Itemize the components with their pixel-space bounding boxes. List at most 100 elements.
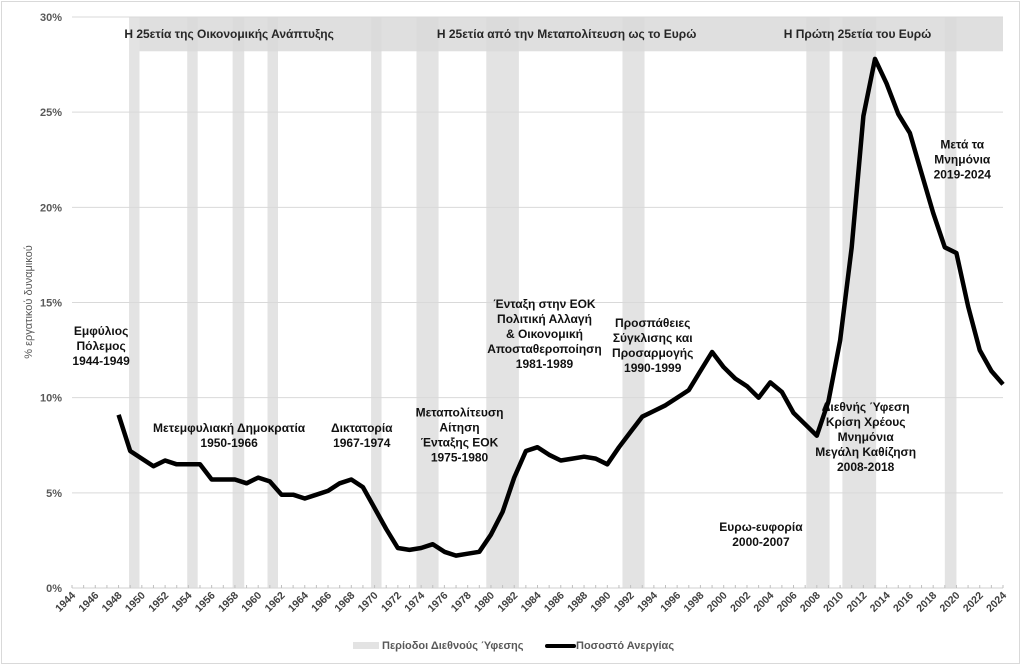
y-tick-label: 10% [40,393,62,405]
legend-swatch-recession [353,642,379,649]
annotation-label: Ένταξη στην ΕΟΚ Πολιτική Αλλαγή & Οικονομι… [487,297,601,371]
annotation-line: 2008-2018 [837,460,895,474]
legend-label-recession: Περίοδοι Διεθνούς Ύφεσης [382,640,524,652]
x-tick-label: 1964 [286,590,311,615]
annotation-line: Ένταξη στην ΕΟΚ [493,297,596,311]
annotation-line: Μεγάλη Καθίζηση [815,445,916,459]
annotation-line: Αίτηση [439,421,479,435]
x-tick-label: 2012 [844,590,869,615]
x-tick-label: 1948 [100,590,125,615]
y-axis-ticks: 0% 5% 10% 15% 20% 25% 30% [40,12,62,595]
annotation-line: 1990-1999 [624,361,682,375]
era-label: Η 25ετία από την Μεταπολίτευση ως το Ευρ… [437,27,697,41]
annotation-line: Προσπάθειες [615,316,690,330]
x-tick-label: 2002 [728,590,753,615]
era-label: Η 25ετία της Οικονομικής Ανάπτυξης [124,27,334,41]
series-lines [116,56,1005,558]
annotation-line: & Οικονομική [506,327,583,341]
x-tick-label: 1986 [542,590,567,615]
annotation-line: Ευρω-ευφορία [719,520,803,534]
annotation-line: Σύγκλισης και [613,331,693,345]
annotation-label: Μετεμφυλιακή Δημοκρατία 1950-1966 [153,421,306,450]
x-tick-label: 1972 [379,590,404,615]
x-tick-label: 1994 [635,590,660,615]
x-tick-label: 2014 [868,590,893,615]
x-tick-label: 1974 [402,590,427,615]
x-tick-label: 1950 [123,590,148,615]
annotation-label: Δικτατορία 1967-1974 [331,421,393,450]
y-tick-label: 20% [40,202,62,214]
x-tick-label: 2006 [775,590,800,615]
annotation-line: Μετεμφυλιακή Δημοκρατία [153,421,306,435]
annotation-line: 2000-2007 [732,535,790,549]
annotation-line: Μνημόνια [838,430,895,444]
x-axis-ticks: 1944194619481950195219541956195819601962… [53,590,1009,615]
annotation-line: Πολιτική Αλλαγή [497,312,592,326]
y-tick-label: 5% [46,488,62,500]
x-tick-label: 1952 [146,590,171,615]
annotation-line: 2019-2024 [934,167,992,181]
x-tick-label: 2022 [961,590,986,615]
x-tick-label: 2020 [938,590,963,615]
x-tick-label: 1970 [356,590,381,615]
era-label: Η Πρώτη 25ετία του Ευρώ [784,27,932,41]
x-tick-label: 1966 [309,590,334,615]
annotation-label: Μεταπολίτευση Αίτηση Ένταξης ΕΟΚ 1975-1980 [416,406,504,465]
x-tick-label: 1984 [519,590,544,615]
annotation-line: 1944-1949 [72,354,130,368]
x-tick-label: 1962 [263,590,288,615]
annotation-line: 1975-1980 [431,451,489,465]
x-axis [71,585,1004,589]
x-tick-label: 2008 [798,590,823,615]
x-tick-label: 1958 [216,590,241,615]
annotation-line: Πόλεμος [76,339,125,353]
x-tick-label: 1960 [239,590,264,615]
x-tick-label: 2018 [914,590,939,615]
annotation-line: Αποσταθεροποίηση [487,342,601,356]
x-tick-label: 2024 [984,590,1009,615]
annotations: Εμφύλιος Πόλεμος 1944-1949 Μετεμφυλιακή Δημ… [72,137,991,549]
legend: Περίοδοι Διεθνούς Ύφεσης Ποσοστό Ανεργία… [353,640,674,652]
annotation-label: Μετά τα Μνημόνια 2019-2024 [934,137,992,181]
annotation-line: Προσαρμογής [612,346,693,360]
era-band-rect [139,17,1003,52]
annotation-line: 1981-1989 [516,357,574,371]
x-tick-label: 1998 [682,590,707,615]
annotation-line: Μνημόνια [934,152,991,166]
x-tick-label: 1954 [169,590,194,615]
x-tick-label: 1988 [565,590,590,615]
x-tick-label: 1978 [449,590,474,615]
y-tick-label: 30% [40,12,62,24]
x-tick-label: 1976 [426,590,451,615]
annotation-line: Μεταπολίτευση [416,406,504,420]
era-band: Η 25ετία της Οικονομικής Ανάπτυξης Η 25ετ… [124,17,1003,52]
annotation-line: 1967-1974 [333,436,391,450]
x-tick-label: 1996 [658,590,683,615]
annotation-label: Ευρω-ευφορία 2000-2007 [719,520,803,549]
x-tick-label: 1992 [612,590,637,615]
annotation-line: Δικτατορία [331,421,393,435]
annotation-line: Ένταξης ΕΟΚ [421,436,499,450]
x-tick-label: 1956 [193,590,218,615]
annotation-line: Εμφύλιος [74,324,129,338]
x-tick-label: 1982 [495,590,520,615]
x-tick-label: 1980 [472,590,497,615]
y-tick-label: 25% [40,107,62,119]
x-tick-label: 2016 [891,590,916,615]
x-tick-label: 2004 [751,590,776,615]
x-tick-label: 1968 [332,590,357,615]
annotation-label: Προσπάθειες Σύγκλισης και Προσαρμογής 1990-… [612,316,693,375]
annotation-line: Διεθνής Ύφεση [822,400,910,414]
annotation-line: Μετά τα [940,137,984,151]
annotation-label: Διεθνής Ύφεση Κρίση Χρέους Μνημόνια Μεγάλη … [815,400,916,474]
y-tick-label: 0% [46,583,62,595]
x-tick-label: 2000 [705,590,730,615]
legend-label-unemployment: Ποσοστό Ανεργίας [576,640,674,652]
x-tick-label: 1990 [588,590,613,615]
y-axis-label: % εργατικού δυναμικού [23,245,35,358]
y-tick-label: 15% [40,298,62,310]
x-tick-label: 2010 [821,590,846,615]
gridlines [72,16,1003,494]
